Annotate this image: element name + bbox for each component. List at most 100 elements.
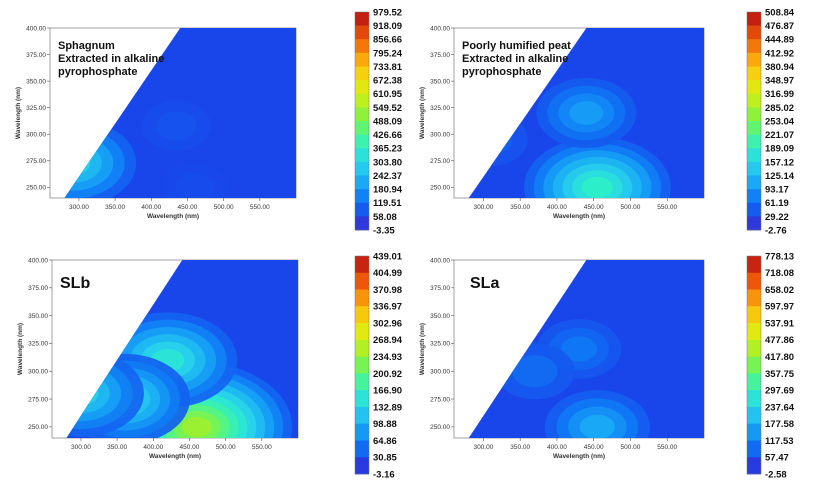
colorbar-label: 537.91 — [765, 318, 795, 329]
colorbar-segment — [747, 440, 761, 458]
x-tick-label: 450.00 — [180, 444, 200, 451]
colorbar-segment — [747, 457, 761, 475]
colorbar-label: 253.04 — [765, 116, 795, 127]
colorbar-label: 672.38 — [373, 76, 402, 87]
colorbar-label: 189.09 — [765, 144, 794, 155]
colorbar-label: 380.94 — [765, 62, 795, 73]
colorbar-segment — [747, 161, 761, 176]
colorbar-segment — [355, 80, 369, 95]
colorbar-label: 426.66 — [373, 130, 402, 141]
y-tick-label: 325.00 — [430, 105, 450, 112]
y-axis-label: Wavelength (nm) — [419, 323, 426, 375]
y-tick-label: 325.00 — [430, 341, 450, 348]
colorbar-label: 302.96 — [373, 318, 402, 329]
colorbar-label: 132.89 — [373, 402, 402, 413]
contour-level — [156, 111, 197, 141]
colorbar-segment — [747, 306, 761, 324]
colorbar-label: 119.51 — [373, 198, 402, 209]
colorbar-segment — [355, 161, 369, 176]
colorbar-segment — [747, 323, 761, 341]
x-axis-label: Wavelength (nm) — [147, 213, 199, 220]
x-tick-label: 500.00 — [621, 444, 641, 451]
colorbar-segment — [355, 202, 369, 217]
colorbar-label: 658.02 — [765, 285, 794, 296]
x-tick-label: 550.00 — [657, 444, 677, 451]
eem-panel-sla: 300.00 350.00 400.00 450.00 500.00 550.00 400.… — [408, 244, 815, 484]
contour-level — [579, 414, 616, 438]
colorbar-label: -3.16 — [373, 469, 395, 480]
colorbar-label: 370.98 — [373, 285, 402, 296]
colorbar-label: 57.47 — [765, 453, 789, 464]
colorbar-label: 417.80 — [765, 352, 794, 363]
colorbar-segment — [747, 12, 761, 27]
colorbar-label: 316.99 — [765, 89, 794, 100]
panel-annotation: SLb — [60, 274, 90, 293]
x-tick-label: 400.00 — [547, 204, 567, 211]
colorbar-label: 348.97 — [765, 76, 794, 87]
colorbar-segment — [747, 52, 761, 67]
x-tick-label: 500.00 — [621, 204, 641, 211]
y-tick-label: 350.00 — [28, 313, 48, 320]
colorbar-label: -2.58 — [765, 469, 787, 480]
x-tick-label: 550.00 — [250, 204, 270, 211]
colorbar-label: 29.22 — [765, 212, 789, 223]
colorbar-label: 412.92 — [765, 48, 794, 59]
colorbar-segment — [355, 323, 369, 341]
colorbar-label: 268.94 — [373, 335, 403, 346]
colorbar-label: 237.64 — [765, 402, 795, 413]
colorbar-segment — [355, 339, 369, 358]
y-tick-label: 250.00 — [430, 424, 450, 431]
y-tick-label: 375.00 — [26, 52, 46, 59]
x-tick-label: 300.00 — [473, 204, 493, 211]
x-tick-label: 400.00 — [547, 444, 567, 451]
colorbar-label: 336.97 — [373, 302, 402, 313]
y-tick-label: 350.00 — [26, 78, 46, 85]
colorbar-segment — [747, 339, 761, 358]
y-tick-label: 325.00 — [26, 105, 46, 112]
eem-chart-1: 300.00 350.00 400.00 450.00 500.00 550.00 400.… — [15, 7, 403, 236]
contour-level — [569, 101, 604, 125]
colorbar-segment — [355, 406, 369, 425]
colorbar-label: 30.85 — [373, 453, 397, 464]
colorbar-segment — [355, 216, 369, 231]
colorbar-segment — [747, 121, 761, 136]
colorbar-segment — [747, 93, 761, 108]
annotation-line: Extracted in alkaline — [58, 53, 165, 66]
x-tick-label: 300.00 — [69, 204, 89, 211]
colorbar-label: 177.58 — [765, 419, 794, 430]
colorbar-segment — [355, 423, 369, 441]
x-tick-label: 300.00 — [71, 444, 91, 451]
colorbar-segment — [355, 148, 369, 163]
colorbar-label: 477.86 — [765, 335, 794, 346]
eem-chart-3: 300.00 350.00 400.00 450.00 500.00 550.00 400.… — [17, 251, 403, 480]
colorbar-label: 476.87 — [765, 21, 794, 32]
eem-chart-2: 300.00 350.00 400.00 450.00 500.00 550.00 400.… — [419, 7, 795, 236]
colorbar-label: 157.12 — [765, 157, 794, 168]
colorbar-segment — [355, 12, 369, 27]
y-tick-label: 325.00 — [28, 341, 48, 348]
x-tick-label: 550.00 — [252, 444, 272, 451]
colorbar-label: 979.52 — [373, 7, 402, 18]
colorbar-segment — [355, 189, 369, 204]
colorbar-label: 200.92 — [373, 369, 402, 380]
colorbar-segment — [747, 134, 761, 149]
colorbar-segment — [355, 175, 369, 190]
colorbar-label: 61.19 — [765, 198, 789, 209]
annotation-line: pyrophosphate — [462, 66, 542, 79]
y-tick-label: 400.00 — [430, 25, 450, 32]
colorbar-segment — [355, 256, 369, 274]
colorbar-segment — [355, 373, 369, 391]
colorbar-label: 297.69 — [765, 386, 794, 397]
colorbar-segment — [355, 289, 369, 307]
x-tick-label: 450.00 — [178, 204, 198, 211]
contour-level — [175, 173, 215, 198]
colorbar-label: -2.76 — [765, 225, 787, 236]
panel-annotation: Poorly humified peat Extracted in alkali… — [462, 40, 571, 80]
colorbar-segment — [747, 390, 761, 408]
eem-panel-slb: 300.00 350.00 400.00 450.00 500.00 550.00 400.… — [0, 244, 408, 484]
colorbar-label: 404.99 — [373, 268, 402, 279]
y-tick-label: 375.00 — [430, 285, 450, 292]
colorbar-segment — [355, 25, 369, 40]
colorbar-segment — [747, 107, 761, 122]
y-tick-label: 275.00 — [26, 158, 46, 165]
